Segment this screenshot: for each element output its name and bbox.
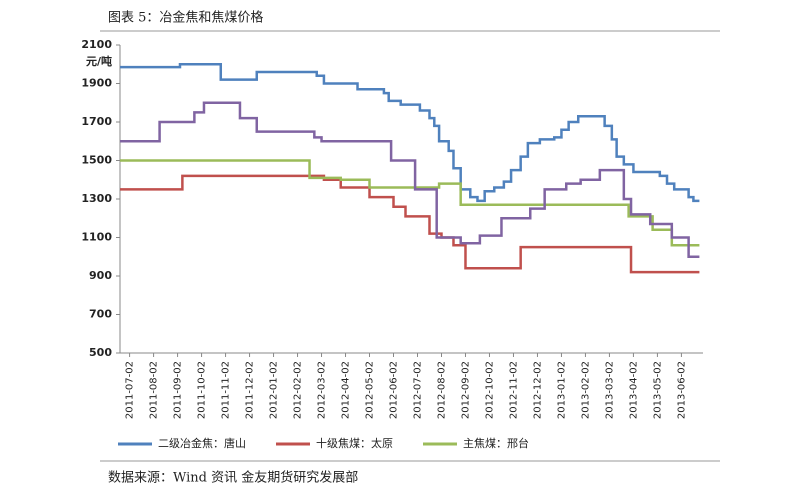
x-tick-label: 2012-01-02: [269, 361, 280, 419]
series-line: [120, 174, 700, 274]
legend-label: 主焦煤：邢台: [463, 436, 529, 450]
legend-label: 十级焦煤：太原: [316, 436, 393, 450]
x-tick-label: 2013-04-02: [628, 361, 639, 419]
x-tick-label: 2012-05-02: [365, 361, 376, 419]
y-tick-label: 1100: [81, 231, 112, 244]
x-tick-label: 2013-02-02: [580, 361, 591, 419]
y-tick-label: 1700: [81, 115, 112, 128]
y-axis-label: 元/吨: [86, 54, 112, 68]
x-tick-label: 2012-07-02: [412, 361, 423, 419]
chart-title: 图表 5：冶金焦和焦煤价格: [108, 10, 263, 26]
x-tick-label: 2011-09-02: [173, 361, 184, 419]
y-tick-label: 500: [89, 346, 112, 359]
x-tick-label: 2013-06-02: [676, 361, 687, 419]
x-tick-label: 2013-03-02: [604, 361, 615, 419]
x-tick-label: 2012-10-02: [484, 361, 495, 419]
x-tick-label: 2013-01-02: [556, 361, 567, 419]
x-tick-label: 2011-12-02: [245, 361, 256, 419]
y-tick-label: 700: [89, 308, 112, 321]
x-tick-label: 2012-12-02: [532, 361, 543, 419]
y-tick-label: 900: [89, 269, 112, 282]
y-tick-label: 2100: [81, 38, 112, 51]
x-tick-label: 2011-08-02: [149, 361, 160, 419]
x-tick-label: 2013-05-02: [652, 361, 663, 419]
x-tick-label: 2012-09-02: [460, 361, 471, 419]
source-note: 数据来源：Wind 资讯 金友期货研究发展部: [108, 470, 358, 486]
x-tick-label: 2012-08-02: [436, 361, 447, 419]
x-tick-label: 2011-07-02: [125, 361, 136, 419]
x-tick-label: 2012-03-02: [317, 361, 328, 419]
x-tick-label: 2012-04-02: [341, 361, 352, 419]
x-tick-label: 2012-06-02: [389, 361, 400, 419]
x-tick-label: 2011-10-02: [197, 361, 208, 419]
series-line: [120, 63, 700, 203]
y-tick-label: 1900: [81, 77, 112, 90]
legend-label: 二级冶金焦：唐山: [158, 436, 246, 450]
x-tick-label: 2011-11-02: [221, 361, 232, 419]
series-line: [120, 159, 700, 247]
x-tick-label: 2012-11-02: [508, 361, 519, 419]
series-line: [120, 101, 700, 258]
x-tick-label: 2012-02-02: [293, 361, 304, 419]
y-tick-label: 1300: [81, 192, 112, 205]
y-tick-label: 1500: [81, 154, 112, 167]
